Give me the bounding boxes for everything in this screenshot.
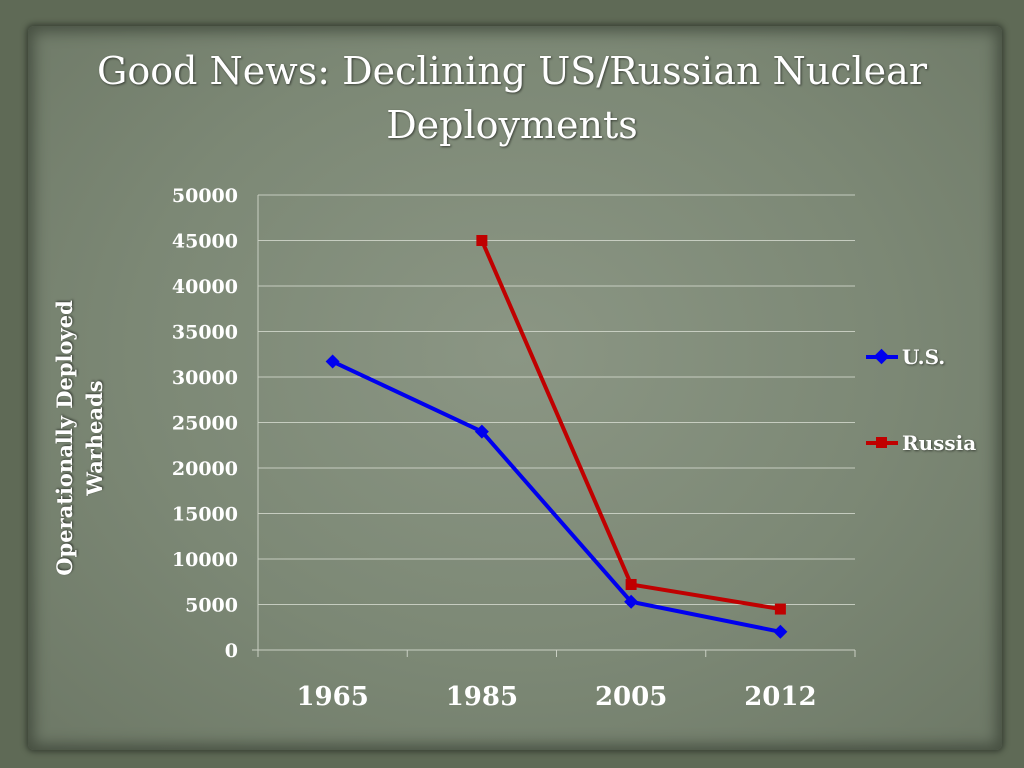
y-tick-label: 20000 <box>172 458 238 480</box>
data-point-square <box>476 235 488 246</box>
axes <box>252 195 856 657</box>
data-point-diamond <box>624 594 639 609</box>
slide-title: Good News: Declining US/Russian Nuclear … <box>40 44 984 152</box>
y-tick-label: 40000 <box>172 276 238 298</box>
x-tick-label: 1965 <box>296 682 368 712</box>
x-tick-label: 2012 <box>744 682 816 712</box>
legend-label-us: U.S. <box>902 345 946 369</box>
y-tick-label: 30000 <box>172 367 238 389</box>
gridlines <box>258 194 855 605</box>
x-tick-label: 1985 <box>446 682 518 712</box>
legend-swatch-russia <box>866 437 898 448</box>
legend-item-us: U.S. <box>866 342 945 372</box>
series-layer <box>325 235 788 639</box>
data-point-square <box>774 603 786 615</box>
y-tick-label: 45000 <box>172 231 238 253</box>
y-tick-label: 10000 <box>172 549 238 571</box>
data-point-square <box>625 578 637 590</box>
data-point-diamond <box>474 424 489 439</box>
title-line-2: Deployments <box>386 103 638 147</box>
slide-frame <box>28 26 1002 750</box>
data-point-diamond <box>325 354 340 369</box>
tick-labels: 0 5000 10000 15000 20000 25000 30000 35000 40000… <box>172 185 817 712</box>
legend-item-russia: Russia <box>866 428 976 458</box>
y-tick-label: 50000 <box>172 185 238 207</box>
title-line-1: Good News: Declining US/Russian Nuclear <box>97 49 927 93</box>
y-tick-label: 0 <box>225 640 238 662</box>
y-tick-label: 25000 <box>172 413 238 435</box>
series-line-russia <box>480 239 781 612</box>
legend-label-russia: Russia <box>902 431 977 455</box>
y-tick-label: 35000 <box>172 322 238 344</box>
y-tick-label: 5000 <box>185 595 238 617</box>
x-tick-label: 2005 <box>595 682 667 712</box>
y-tick-label: 15000 <box>172 504 238 526</box>
legend-swatch-us <box>866 348 898 365</box>
series-line-us <box>331 359 781 634</box>
square-marker-icon <box>876 437 887 448</box>
data-point-diamond <box>773 624 788 639</box>
diamond-marker-icon <box>873 348 890 365</box>
